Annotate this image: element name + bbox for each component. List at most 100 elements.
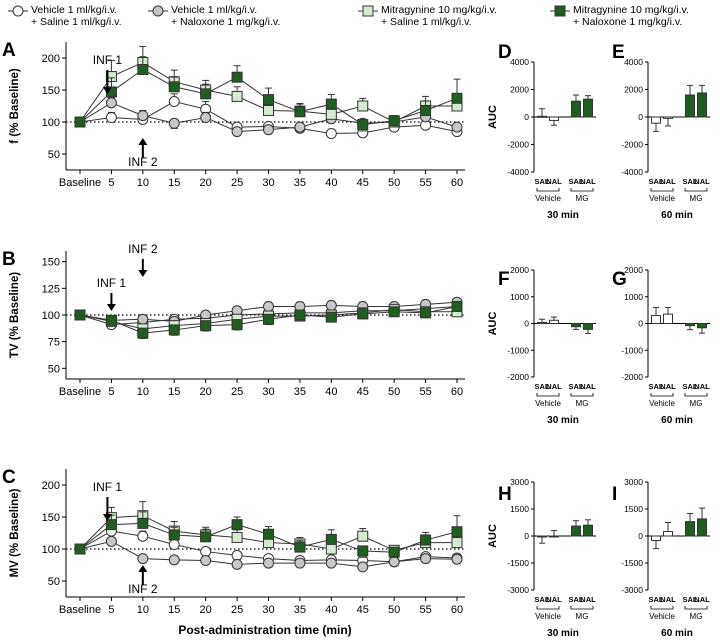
x-tick-label: Baseline — [59, 604, 101, 616]
panel-letter: A — [2, 40, 16, 61]
data-point — [263, 104, 274, 116]
y-tick-label: 150 — [42, 85, 60, 97]
bar — [583, 524, 593, 537]
bar-group — [685, 513, 695, 537]
series-4 — [74, 511, 463, 558]
data-point — [137, 530, 149, 542]
bracket-line — [650, 606, 674, 610]
series-4 — [74, 56, 463, 132]
group-label: MG — [576, 194, 589, 203]
x-tick-label: 20 — [200, 386, 212, 398]
data-point — [168, 324, 180, 336]
y-tick-label: 3000 — [624, 477, 643, 487]
y-tick-label: 200 — [42, 53, 60, 65]
data-point — [325, 128, 337, 140]
bar-category-label: NAL — [580, 177, 596, 186]
group-label: Vehicle — [535, 194, 561, 203]
bar-group — [537, 108, 547, 118]
bar — [571, 100, 581, 118]
data-point — [263, 124, 274, 136]
data-point — [200, 88, 212, 100]
data-point — [137, 110, 149, 122]
bar-category-label: NAL — [546, 177, 562, 186]
bar-category-label: SAL — [569, 382, 584, 391]
bar-category-label: NAL — [660, 177, 676, 186]
bar — [537, 115, 547, 118]
arrow-head — [102, 514, 112, 521]
group-label: MG — [576, 399, 589, 408]
y-axis-title: AUC — [487, 524, 499, 548]
group-label: MG — [690, 194, 703, 203]
y-tick-label: 1500 — [510, 504, 529, 514]
legend-label: Mitragynine 10 mg/kg/i.v. — [573, 4, 689, 16]
y-tick-label: 3000 — [510, 477, 529, 487]
group-label: MG — [690, 612, 703, 621]
bar-category-label: NAL — [694, 595, 710, 604]
legend-label: Mitragynine 10 mg/kg/i.v. — [381, 4, 497, 16]
legend-item: Vehicle 1 ml/kg/i.v.+ Saline 1 ml/kg/i.v… — [8, 4, 122, 28]
y-axis-title: f (% Baseline) — [9, 68, 21, 144]
y-tick-label: 1500 — [624, 504, 643, 514]
x-tick-label: 5 — [108, 177, 114, 189]
x-tick-label: 20 — [200, 177, 212, 189]
data-point — [357, 100, 369, 112]
group-label: Vehicle — [649, 194, 675, 203]
bar-x-title: 60 min — [661, 628, 693, 639]
panel-letter: I — [612, 484, 617, 505]
data-point — [294, 121, 306, 133]
y-axis-title: AUC — [487, 312, 499, 336]
data-point — [420, 534, 432, 546]
x-tick-label: 25 — [231, 386, 243, 398]
legend-label: + Saline 1 ml/kg/i.v. — [31, 16, 122, 28]
data-point — [168, 529, 180, 541]
x-axis-title: Post-administration time (min) — [178, 623, 351, 637]
legend-label: + Naloxone 1 mg/kg/i.v. — [171, 16, 280, 28]
group-label: MG — [690, 399, 703, 408]
y-tick-label: 1000 — [510, 292, 529, 302]
y-tick-label: 0 — [524, 319, 529, 329]
data-point — [105, 519, 117, 531]
bar-group — [571, 323, 581, 330]
data-point — [294, 309, 306, 321]
bar-category-label: NAL — [580, 595, 596, 604]
y-tick-label: -1000 — [621, 345, 643, 355]
y-tick-label: 100 — [42, 310, 60, 322]
y-tick-label: 150 — [42, 257, 60, 269]
bar-category-label: SAL — [535, 177, 550, 186]
bar — [571, 525, 581, 537]
group-label: Vehicle — [649, 612, 675, 621]
data-point — [357, 530, 369, 542]
bar — [571, 323, 581, 328]
arrow-head — [138, 565, 148, 572]
x-tick-label: 25 — [231, 177, 243, 189]
bar-category-label: SAL — [683, 595, 698, 604]
legend-item: Vehicle 1 ml/kg/i.v.+ Naloxone 1 mg/kg/i… — [148, 4, 280, 28]
x-tick-label: 55 — [419, 386, 431, 398]
data-point — [105, 97, 117, 109]
bar-group — [651, 306, 661, 325]
bar-group — [537, 535, 547, 544]
bar — [697, 518, 707, 537]
bracket-line — [650, 393, 674, 397]
data-point — [451, 121, 463, 133]
group-label: Vehicle — [649, 399, 675, 408]
data-point — [168, 117, 180, 129]
data-point — [263, 557, 274, 569]
bar-group — [571, 520, 581, 537]
x-tick-label: 55 — [419, 177, 431, 189]
panel-letter: E — [612, 42, 625, 63]
bar-group — [583, 323, 593, 334]
x-tick-label: 60 — [451, 604, 463, 616]
x-tick-label: 35 — [294, 177, 306, 189]
group-bracket: MG — [570, 393, 594, 408]
x-tick-label: 40 — [325, 604, 337, 616]
line-panel-A: Af (% Baseline) 50 100 150 200 Baseline 5 10 15 2… — [2, 40, 465, 189]
annotation-arrow — [106, 293, 116, 311]
bracket-line — [536, 393, 560, 397]
data-point — [325, 557, 337, 569]
bar-category-label: NAL — [694, 382, 710, 391]
bracket-line — [684, 188, 708, 192]
